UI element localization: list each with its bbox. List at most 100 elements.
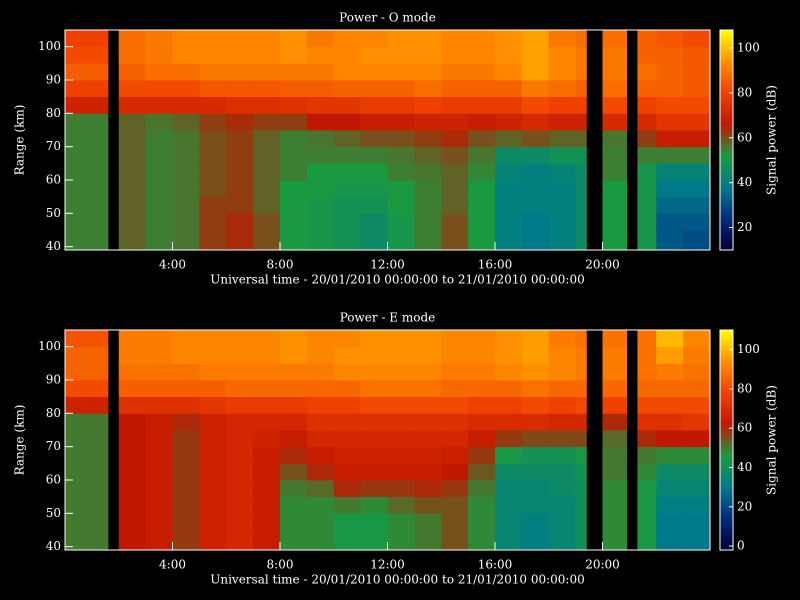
heatmap-cell <box>441 363 469 381</box>
heatmap-cell <box>65 80 109 98</box>
heatmap-cell <box>414 513 442 531</box>
heatmap-cell <box>253 213 281 231</box>
heatmap-cell <box>495 496 523 514</box>
heatmap-cell <box>441 496 469 514</box>
heatmap-cell <box>253 63 281 81</box>
heatmap-cell <box>253 530 281 551</box>
heatmap-cell <box>199 513 227 531</box>
heatmap-cell <box>521 446 550 464</box>
heatmap-cell <box>65 480 109 498</box>
heatmap-cell <box>172 30 200 48</box>
heatmap-cell <box>65 196 109 214</box>
heatmap-cell <box>683 396 711 414</box>
heatmap-cell <box>521 163 550 181</box>
heatmap-cell <box>441 480 469 498</box>
heatmap-cell <box>172 196 200 214</box>
heatmap-cell <box>602 496 628 514</box>
heatmap-cell <box>333 496 362 514</box>
heatmap-cell <box>333 480 362 498</box>
y-tick-label: 40 <box>46 539 61 553</box>
heatmap-cell <box>602 446 628 464</box>
heatmap-cell <box>199 430 227 448</box>
heatmap-cell <box>414 446 442 464</box>
y-tick-label: 70 <box>46 439 61 453</box>
heatmap-cell <box>575 513 587 531</box>
heatmap-cell <box>441 96 469 114</box>
heatmap-cell <box>637 196 657 214</box>
heatmap-cell <box>199 530 227 551</box>
heatmap-cell <box>414 96 442 114</box>
heatmap-cell <box>637 113 657 131</box>
heatmap-cell <box>306 146 335 164</box>
heatmap-cell <box>414 363 442 381</box>
heatmap-cell <box>575 130 587 148</box>
heatmap-cell <box>548 80 577 98</box>
heatmap-cell <box>521 30 550 48</box>
heatmap-cell <box>602 96 628 114</box>
heatmap-cell <box>360 196 388 214</box>
heatmap-cell <box>602 196 628 214</box>
heatmap-cell <box>575 113 587 131</box>
heatmap-cell <box>172 480 200 498</box>
heatmap-cell <box>495 513 523 531</box>
heatmap-cell <box>65 346 109 364</box>
heatmap-cell <box>414 413 442 431</box>
heatmap-cell <box>387 130 415 148</box>
heatmap-cell <box>65 396 109 414</box>
heatmap-cell <box>548 46 577 64</box>
x-tick-label: 20:00 <box>585 558 620 572</box>
heatmap-cell <box>280 213 308 231</box>
heatmap-cell <box>333 513 362 531</box>
heatmap-cell <box>387 196 415 214</box>
heatmap-cell <box>280 113 308 131</box>
heatmap-cell <box>118 80 147 98</box>
heatmap-cell <box>333 80 362 98</box>
heatmap-cell <box>145 113 173 131</box>
heatmap-cell <box>683 163 711 181</box>
heatmap-cell <box>226 480 254 498</box>
heatmap-cell <box>333 146 362 164</box>
heatmap-cell <box>414 463 442 481</box>
heatmap-cell <box>333 196 362 214</box>
heatmap-cell <box>414 46 442 64</box>
heatmap-cell <box>521 196 550 214</box>
heatmap-cell <box>637 96 657 114</box>
heatmap-cell <box>253 113 281 131</box>
heatmap-cell <box>65 430 109 448</box>
heatmap-cell <box>548 463 577 481</box>
heatmap-cell <box>468 480 496 498</box>
heatmap-cell <box>226 396 254 414</box>
heatmap-cell <box>656 213 684 231</box>
heatmap-cell <box>495 363 523 381</box>
heatmap-cell <box>683 63 711 81</box>
heatmap-cell <box>145 130 173 148</box>
heatmap-cell <box>683 146 711 164</box>
heatmap-cell <box>306 30 335 48</box>
heatmap-cell <box>306 80 335 98</box>
heatmap-cell <box>683 96 711 114</box>
heatmap-cell <box>468 213 496 231</box>
heatmap-cell <box>199 163 227 181</box>
heatmap-cell <box>145 30 173 48</box>
colorbar <box>719 29 734 251</box>
heatmap-cell <box>414 230 442 251</box>
heatmap-cell <box>637 530 657 551</box>
heatmap-cell <box>387 230 415 251</box>
heatmap-cell <box>548 96 577 114</box>
heatmap-cell <box>199 146 227 164</box>
heatmap-cell <box>575 480 587 498</box>
colorbar-tick-label: 20 <box>737 220 752 234</box>
heatmap-cell <box>360 163 388 181</box>
heatmap-cell <box>360 46 388 64</box>
colorbar-label: Signal power (dB) <box>765 385 779 495</box>
heatmap-cell <box>333 163 362 181</box>
heatmap-cell <box>280 196 308 214</box>
heatmap-cell <box>199 463 227 481</box>
heatmap-cell <box>65 413 109 431</box>
heatmap-cell <box>495 46 523 64</box>
heatmap-cell <box>656 480 684 498</box>
heatmap-cell <box>575 396 587 414</box>
heatmap-cell <box>637 413 657 431</box>
heatmap-cell <box>548 480 577 498</box>
heatmap-cell <box>145 80 173 98</box>
